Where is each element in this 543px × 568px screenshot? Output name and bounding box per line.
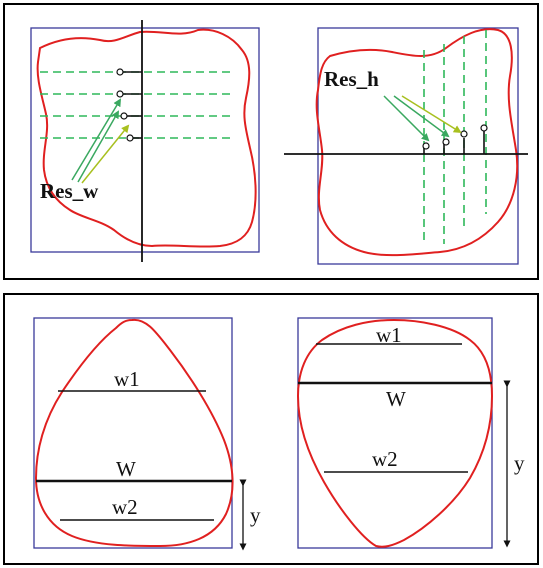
- horizontal-scan-lines: [40, 71, 230, 139]
- bounding-box: [297, 317, 493, 549]
- top-panel-frame: [3, 3, 539, 280]
- w1-label: w1: [114, 367, 140, 391]
- resolution-ticks: [122, 71, 142, 139]
- y-label: y: [514, 451, 525, 475]
- bottom-left-figure: w1 W w2 y: [33, 317, 261, 551]
- res-h-label: Res_h: [324, 67, 379, 91]
- w2-label: w2: [372, 447, 398, 471]
- resolution-ticks: [423, 130, 485, 154]
- shape-contour: [34, 318, 234, 548]
- w2-label: w2: [112, 495, 138, 519]
- bounding-box: [30, 27, 260, 253]
- label-arrows: [71, 98, 130, 184]
- tick-end-markers: [116, 68, 134, 142]
- vertical-scan-lines: [423, 30, 487, 244]
- bounding-box: [33, 317, 233, 549]
- label-arrows: [383, 95, 462, 142]
- shape-contour: [296, 318, 494, 548]
- w1-label: w1: [376, 323, 402, 347]
- bottom-right-figure: w1 W w2 y: [296, 317, 525, 549]
- tick-end-markers: [422, 124, 488, 150]
- top-right-figure: Res_h: [284, 27, 528, 265]
- res-w-label: Res_w: [40, 179, 99, 203]
- W-label: W: [386, 387, 406, 411]
- y-label: y: [250, 503, 261, 527]
- shape-contour: [315, 28, 519, 257]
- top-left-figure: Res_w: [30, 20, 260, 262]
- bounding-box: [317, 27, 519, 265]
- shape-contour: [36, 28, 257, 248]
- bottom-panel-frame: [3, 293, 539, 565]
- W-label: W: [116, 457, 136, 481]
